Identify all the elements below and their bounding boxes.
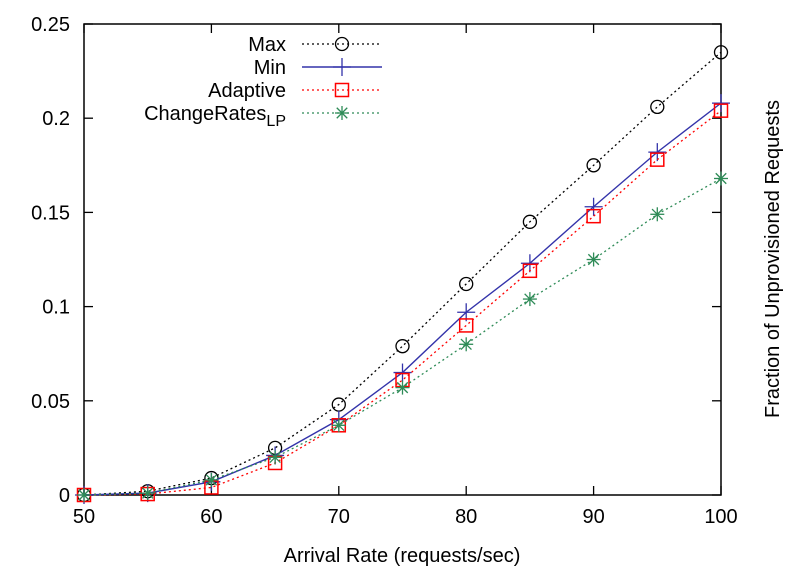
x-tick-label: 80 [455,506,477,528]
y-tick-label: 0.1 [42,297,70,319]
legend-label-0: Max [248,34,286,56]
legend-marker-2 [334,82,350,98]
series-line-1 [83,102,722,496]
x-axis: 50 60 70 80 90 100 [73,24,738,528]
data-point-3 [204,472,219,487]
y-tick-label: 0.2 [42,108,70,130]
data-point-3 [714,171,728,186]
data-point-2 [650,152,665,167]
legend-label-3: ChangeRatesLP [144,103,286,130]
data-point-0 [395,339,410,354]
data-point-0 [586,158,601,173]
x-tick-label: 60 [200,506,222,528]
plot-frame [83,23,722,496]
y-tick-label: 0 [59,485,70,507]
data-point-3 [268,450,283,465]
legend-marker-0 [334,36,350,52]
data-point-0 [713,45,729,60]
data-point-0 [522,214,538,229]
y-tick-label: 0.15 [31,202,70,224]
x-tick-label: 50 [73,506,95,528]
data-point-0 [459,276,474,292]
y-tick-label: 0.25 [31,14,70,36]
data-point-3 [77,488,91,502]
y-axis-label: Fraction of Unprovisioned Requests [762,100,784,418]
data-point-1 [584,197,603,216]
data-point-0 [650,99,665,115]
series-line-2 [83,110,722,496]
legend-label-1: Min [254,57,286,79]
data-point-3 [522,292,537,307]
data-point-3 [586,252,601,267]
data-point-1 [648,143,667,162]
x-tick-label: 100 [704,506,737,528]
data-point-3 [331,418,346,433]
legend-marker-1 [333,58,351,76]
x-axis-label: Arrival Rate (requests/sec) [284,545,521,567]
legend-label-2: Adaptive [208,80,286,102]
data-point-2 [586,208,601,224]
series-layer [75,45,730,504]
y-axis: 0 0.05 0.1 0.15 0.2 0.25 [31,14,721,507]
data-point-3 [459,337,474,352]
data-point-2 [458,318,474,333]
legend-marker-3 [335,106,349,120]
data-point-2 [713,103,729,118]
x-tick-label: 70 [328,506,350,528]
data-point-1 [712,94,730,113]
series-line-3 [83,177,722,496]
data-point-3 [650,207,665,222]
data-point-3 [395,380,410,395]
data-point-3 [140,486,155,501]
x-tick-label: 90 [582,506,604,528]
y-tick-label: 0.05 [31,391,70,413]
data-point-1 [520,254,539,273]
data-point-2 [522,263,538,279]
data-point-1 [393,363,412,382]
